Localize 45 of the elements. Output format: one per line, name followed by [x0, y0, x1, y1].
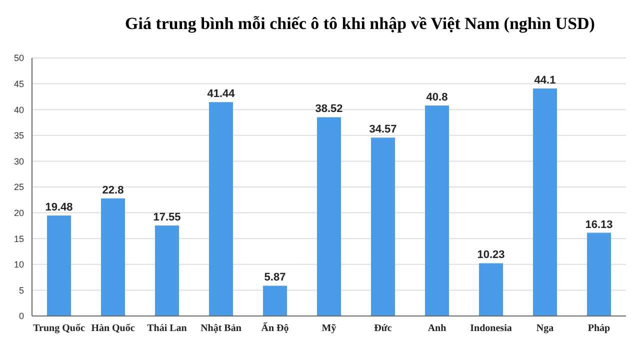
chart-title: Giá trung bình mỗi chiếc ô tô khi nhập về Việt Nam (nghìn USD) [124, 13, 596, 35]
y-tick-label: 40 [14, 104, 24, 115]
x-tick-label: Anh [428, 323, 447, 334]
x-tick-label: Trung Quốc [33, 323, 86, 334]
bar [209, 102, 233, 316]
bar [47, 215, 71, 316]
y-tick-label: 35 [14, 130, 24, 141]
x-tick-label: Pháp [588, 323, 611, 334]
data-label: 38.52 [315, 103, 343, 116]
data-label: 10.23 [477, 249, 505, 262]
data-label: 19.48 [45, 201, 73, 214]
data-label: 44.1 [534, 74, 556, 86]
x-tick-label: Đức [374, 323, 392, 334]
y-tick-label: 45 [14, 78, 24, 89]
y-tick-label: 50 [14, 53, 24, 64]
x-tick-label: Nga [536, 323, 554, 334]
y-tick-label: 20 [14, 208, 24, 218]
x-tick-label: Indonesia [470, 323, 512, 334]
data-label: 17.55 [153, 211, 181, 224]
bar [155, 225, 179, 316]
y-tick-label: 15 [14, 234, 24, 244]
data-label: 34.57 [369, 124, 397, 136]
x-tick-label: Ấn Độ [261, 322, 289, 334]
y-tick-label: 30 [14, 156, 24, 166]
x-tick-label: Thái Lan [147, 323, 188, 334]
y-tick-label: 0 [18, 311, 24, 322]
data-label: 40.8 [426, 91, 448, 104]
x-tick-label: Nhật Bản [200, 323, 242, 334]
bar [587, 232, 611, 316]
data-label: 5.87 [264, 272, 286, 284]
bar [263, 286, 287, 316]
y-tick-label: 10 [14, 260, 24, 270]
bar [425, 105, 449, 316]
x-tick-label: Mỹ [322, 323, 336, 334]
y-tick-label: 25 [14, 182, 24, 192]
bar [317, 117, 341, 316]
y-tick-label: 5 [18, 285, 24, 296]
data-label: 22.8 [102, 184, 124, 196]
bar [371, 138, 395, 316]
bar [479, 263, 503, 316]
x-tick-label: Hàn Quốc [91, 323, 136, 334]
bar [101, 198, 125, 316]
data-label: 16.13 [585, 218, 613, 231]
bar [533, 88, 557, 316]
data-label: 41.44 [207, 88, 236, 100]
